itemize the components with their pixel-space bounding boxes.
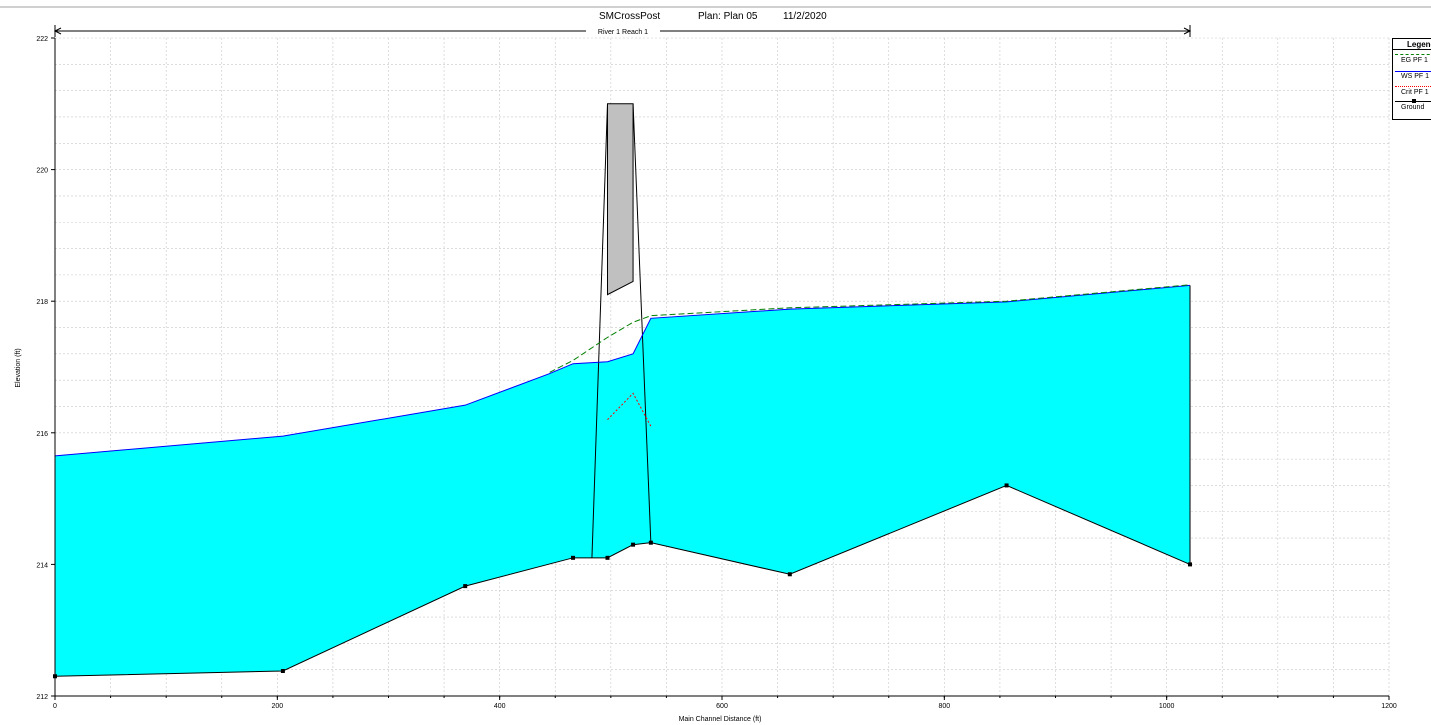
legend-ground-marker: [1412, 99, 1416, 103]
ground-point: [280, 668, 285, 673]
legend-entry-ground: Ground: [1401, 104, 1425, 111]
legend-entry-ws: WS PF 1: [1401, 73, 1430, 80]
reach-arrow-left: [53, 27, 62, 35]
eg-line: [549, 284, 1191, 373]
y-tick-label: 220: [36, 168, 48, 175]
ws-line: [54, 284, 1191, 457]
reach-label: River 1 Reach 1: [598, 29, 648, 36]
x-tick-label: 200: [271, 703, 283, 710]
legend-ws-swatch: [1395, 71, 1431, 72]
ground-point: [787, 572, 792, 577]
legend-crit-swatch: [1395, 86, 1431, 87]
reach-arrow-right: [1183, 27, 1192, 35]
bridge-right-abutment: [632, 103, 652, 543]
ground-point: [463, 584, 468, 589]
legend-box: Legend EG PF 1 WS PF 1 Crit PF 1 Ground: [1392, 38, 1431, 120]
legend-title: Legend: [1407, 40, 1431, 49]
ground-point: [1188, 562, 1193, 567]
legend-divider: [1393, 49, 1431, 50]
y-tick-label: 222: [36, 36, 48, 43]
x-tick-label: 1000: [1159, 703, 1175, 710]
ground-line: [54, 484, 1191, 677]
ground-point: [1004, 483, 1009, 488]
x-tick-label: 0: [53, 703, 57, 710]
ground-point: [648, 540, 653, 545]
y-tick-label: 216: [36, 431, 48, 438]
bridge-deck: [606, 103, 634, 296]
legend-entry-eg: EG PF 1: [1401, 57, 1428, 64]
water-area: [55, 285, 1191, 677]
y-tick-label: 218: [36, 299, 48, 306]
chart-title-date: 11/2/2020: [783, 11, 827, 22]
bridge-left-abutment: [591, 103, 608, 558]
x-tick-label: 1200: [1381, 703, 1397, 710]
chart-title-name: SMCrossPost: [599, 11, 661, 22]
ground-point: [605, 555, 610, 560]
y-tick-label: 214: [36, 562, 48, 569]
x-tick-label: 600: [716, 703, 728, 710]
crit-line: [607, 392, 652, 427]
legend-entry-crit: Crit PF 1: [1401, 89, 1429, 96]
x-axis-label: Main Channel Distance (ft): [679, 716, 762, 723]
x-tick-label: 800: [938, 703, 950, 710]
y-axis-label: Elevation (ft): [15, 348, 22, 387]
ground-point: [571, 555, 576, 560]
chart-title-plan: Plan: Plan 05: [698, 11, 758, 22]
ground-point: [631, 542, 636, 547]
x-tick-label: 400: [494, 703, 506, 710]
y-tick-label: 212: [36, 694, 48, 701]
legend-eg-swatch: [1395, 54, 1431, 55]
